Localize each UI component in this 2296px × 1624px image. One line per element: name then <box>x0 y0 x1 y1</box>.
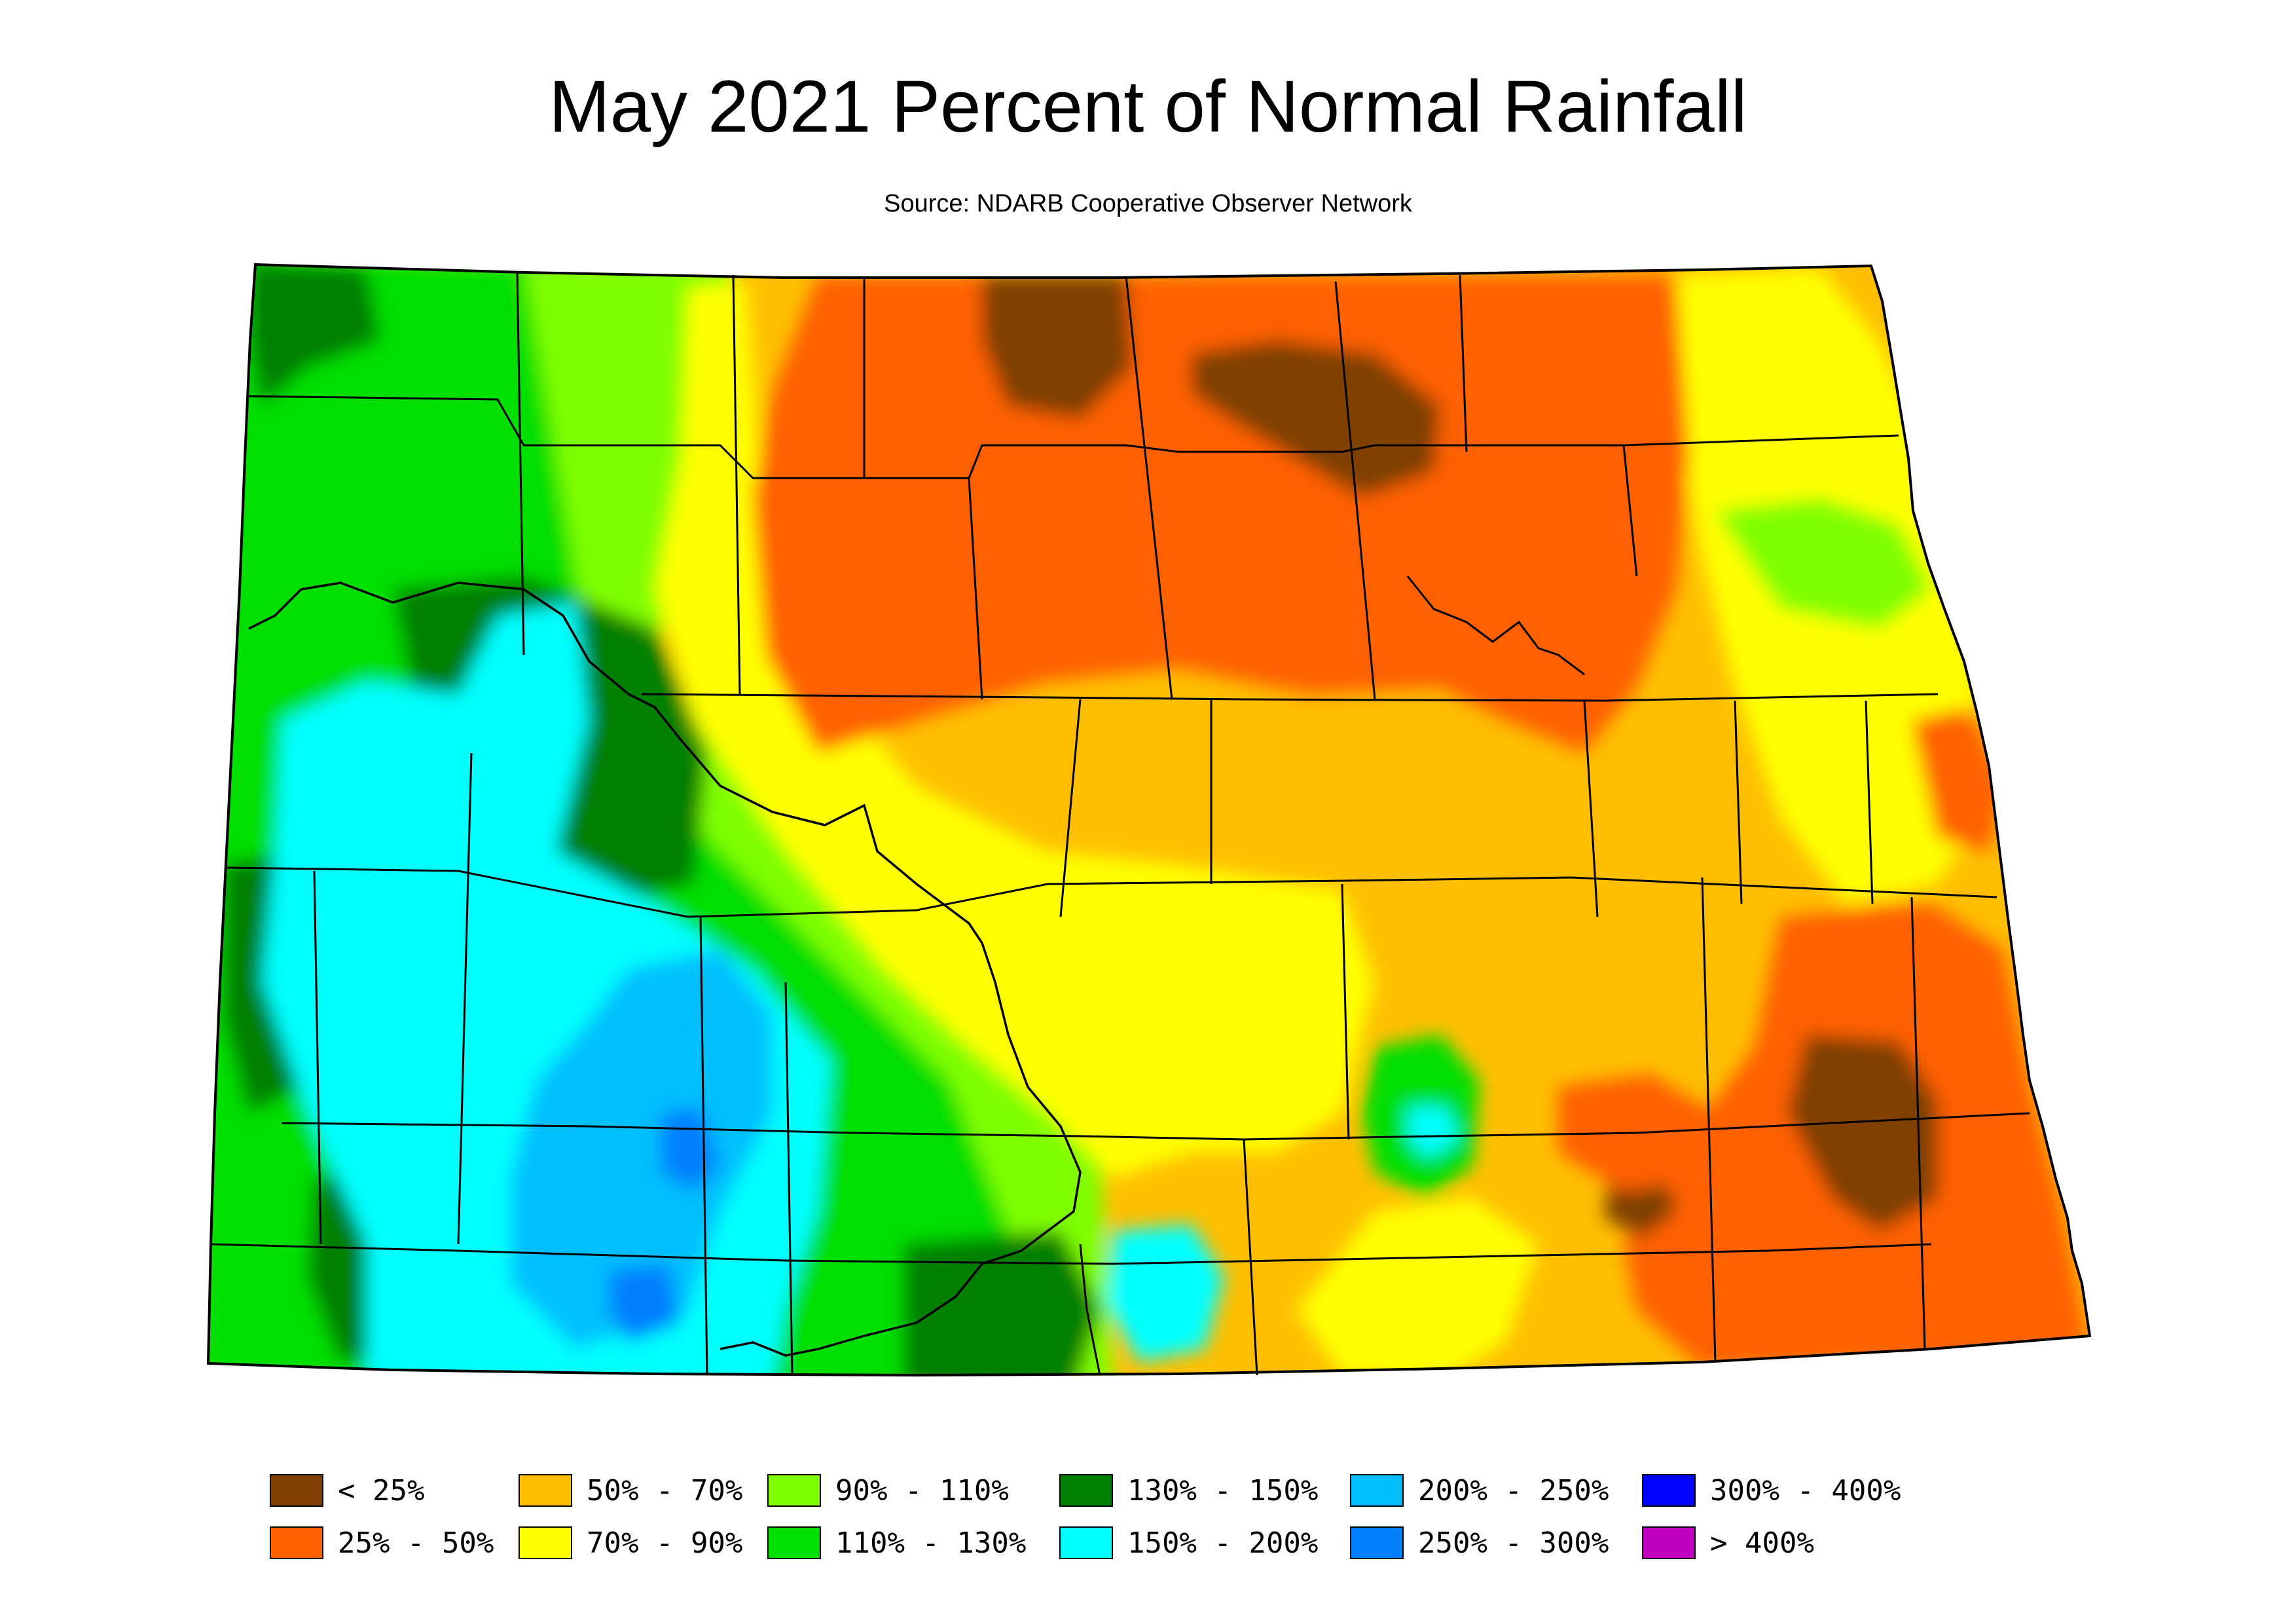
state-outline <box>206 263 2092 1377</box>
lake-sakakawea-east <box>1406 576 1585 676</box>
rainfall-color-field <box>208 265 2090 1375</box>
map-title: May 2021 Percent of Normal Rainfall <box>549 65 1747 147</box>
missouri-river <box>248 581 1082 1357</box>
river-southwest <box>1079 1244 1101 1376</box>
county-lines <box>210 272 2030 1376</box>
map-subtitle: Source: NDARB Cooperative Observer Netwo… <box>884 190 1412 217</box>
